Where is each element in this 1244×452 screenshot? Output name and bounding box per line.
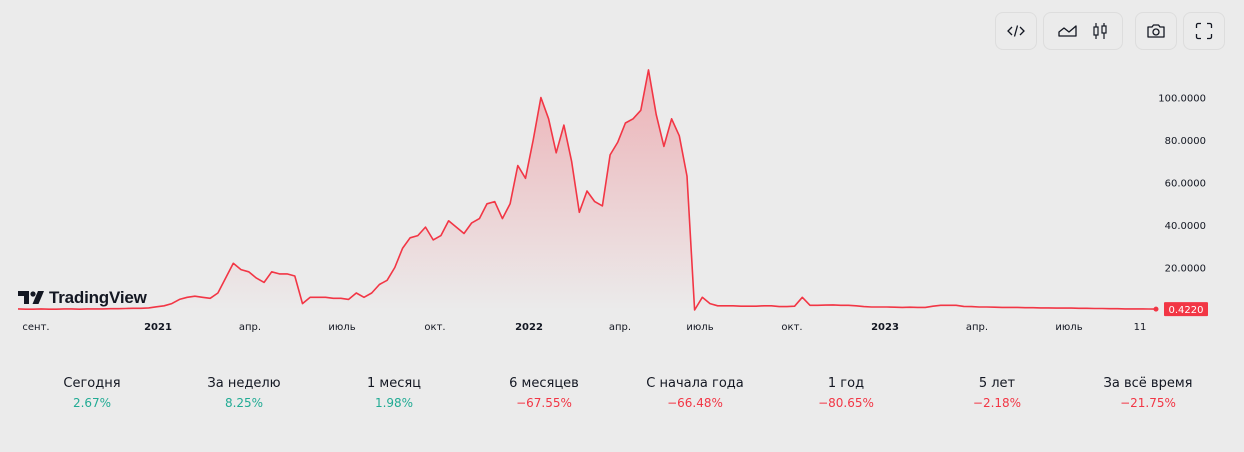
chart-style-group [1043,12,1123,50]
stat-label: 1 месяц [366,376,422,391]
performance-stats: Сегодня 2.67% За неделю 8.25% 1 месяц 1.98% 6 … [0,376,1244,416]
stat-label: 1 год [827,376,865,391]
stat-label: С начала года [646,376,744,391]
area-style-button[interactable] [1058,24,1078,38]
area-chart-icon [1058,25,1077,37]
embed-button[interactable] [995,12,1037,50]
tradingview-logo[interactable]: TradingView [18,288,147,308]
y-tick-label: 40.0000 [1165,221,1206,232]
candlestick-icon [1093,23,1107,39]
last-value-badge [1164,302,1208,317]
x-tick-label: 2022 [515,322,543,333]
stat-item: 6 месяцев −67.55% [469,376,619,411]
x-tick-label: апр. [609,322,631,333]
stat-item: За всё время −21.75% [1073,376,1223,411]
stat-item: 1 месяц 1.98% [319,376,469,411]
tradingview-logo-text: TradingView [49,288,147,307]
x-tick-label: июль [686,322,713,333]
stat-label: За неделю [207,376,281,391]
chart-toolbar [995,12,1225,52]
stat-label: 5 лет [978,376,1016,391]
snapshot-button[interactable] [1135,12,1177,50]
price-chart[interactable]: 20.0000 40.0000 60.0000 80.0000 100.0000 сен… [0,55,1244,345]
x-tick-label: 11 [1134,322,1147,333]
last-point [1153,306,1159,312]
stat-label: Сегодня [63,376,121,391]
stat-label: 6 месяцев [509,376,579,391]
y-tick-label: 20.0000 [1165,264,1206,275]
fullscreen-button[interactable] [1183,12,1225,50]
tradingview-logo-icon [18,291,44,304]
x-tick-label: окт. [781,322,802,333]
camera-icon [1147,24,1165,38]
stat-value: 1.98% [374,396,414,410]
x-tick-label: 2021 [144,322,172,333]
stat-item: С начала года −66.48% [620,376,770,411]
area-fill [18,69,1156,311]
x-tick-label: апр. [966,322,988,333]
stat-item: 5 лет −2.18% [922,376,1072,411]
stat-value: 2.67% [72,396,112,410]
stat-item: За неделю 8.25% [169,376,319,411]
stat-value: −2.18% [972,396,1022,410]
x-tick-label: 2023 [871,322,899,333]
x-tick-label: июль [328,322,355,333]
candles-style-button[interactable] [1092,22,1108,40]
stat-item: Сегодня 2.67% [17,376,167,411]
y-tick-label: 60.0000 [1165,179,1206,190]
x-tick-label: сент. [22,322,49,333]
y-tick-label: 100.0000 [1158,94,1206,105]
code-icon [1007,25,1025,37]
stat-value: −80.65% [818,396,874,410]
fullscreen-icon [1195,22,1213,40]
stat-value: −66.48% [667,396,723,410]
x-tick-label: апр. [239,322,261,333]
stat-item: 1 год −80.65% [771,376,921,411]
last-value-label: 0.4220 [1169,305,1204,316]
stat-value: −67.55% [516,396,572,410]
x-tick-label: окт. [424,322,445,333]
x-tick-label: июль [1055,322,1082,333]
stat-value: −21.75% [1120,396,1176,410]
stat-value: 8.25% [224,396,264,410]
y-tick-label: 80.0000 [1165,136,1206,147]
stat-label: За всё время [1103,376,1193,391]
series-line [17,69,1157,311]
